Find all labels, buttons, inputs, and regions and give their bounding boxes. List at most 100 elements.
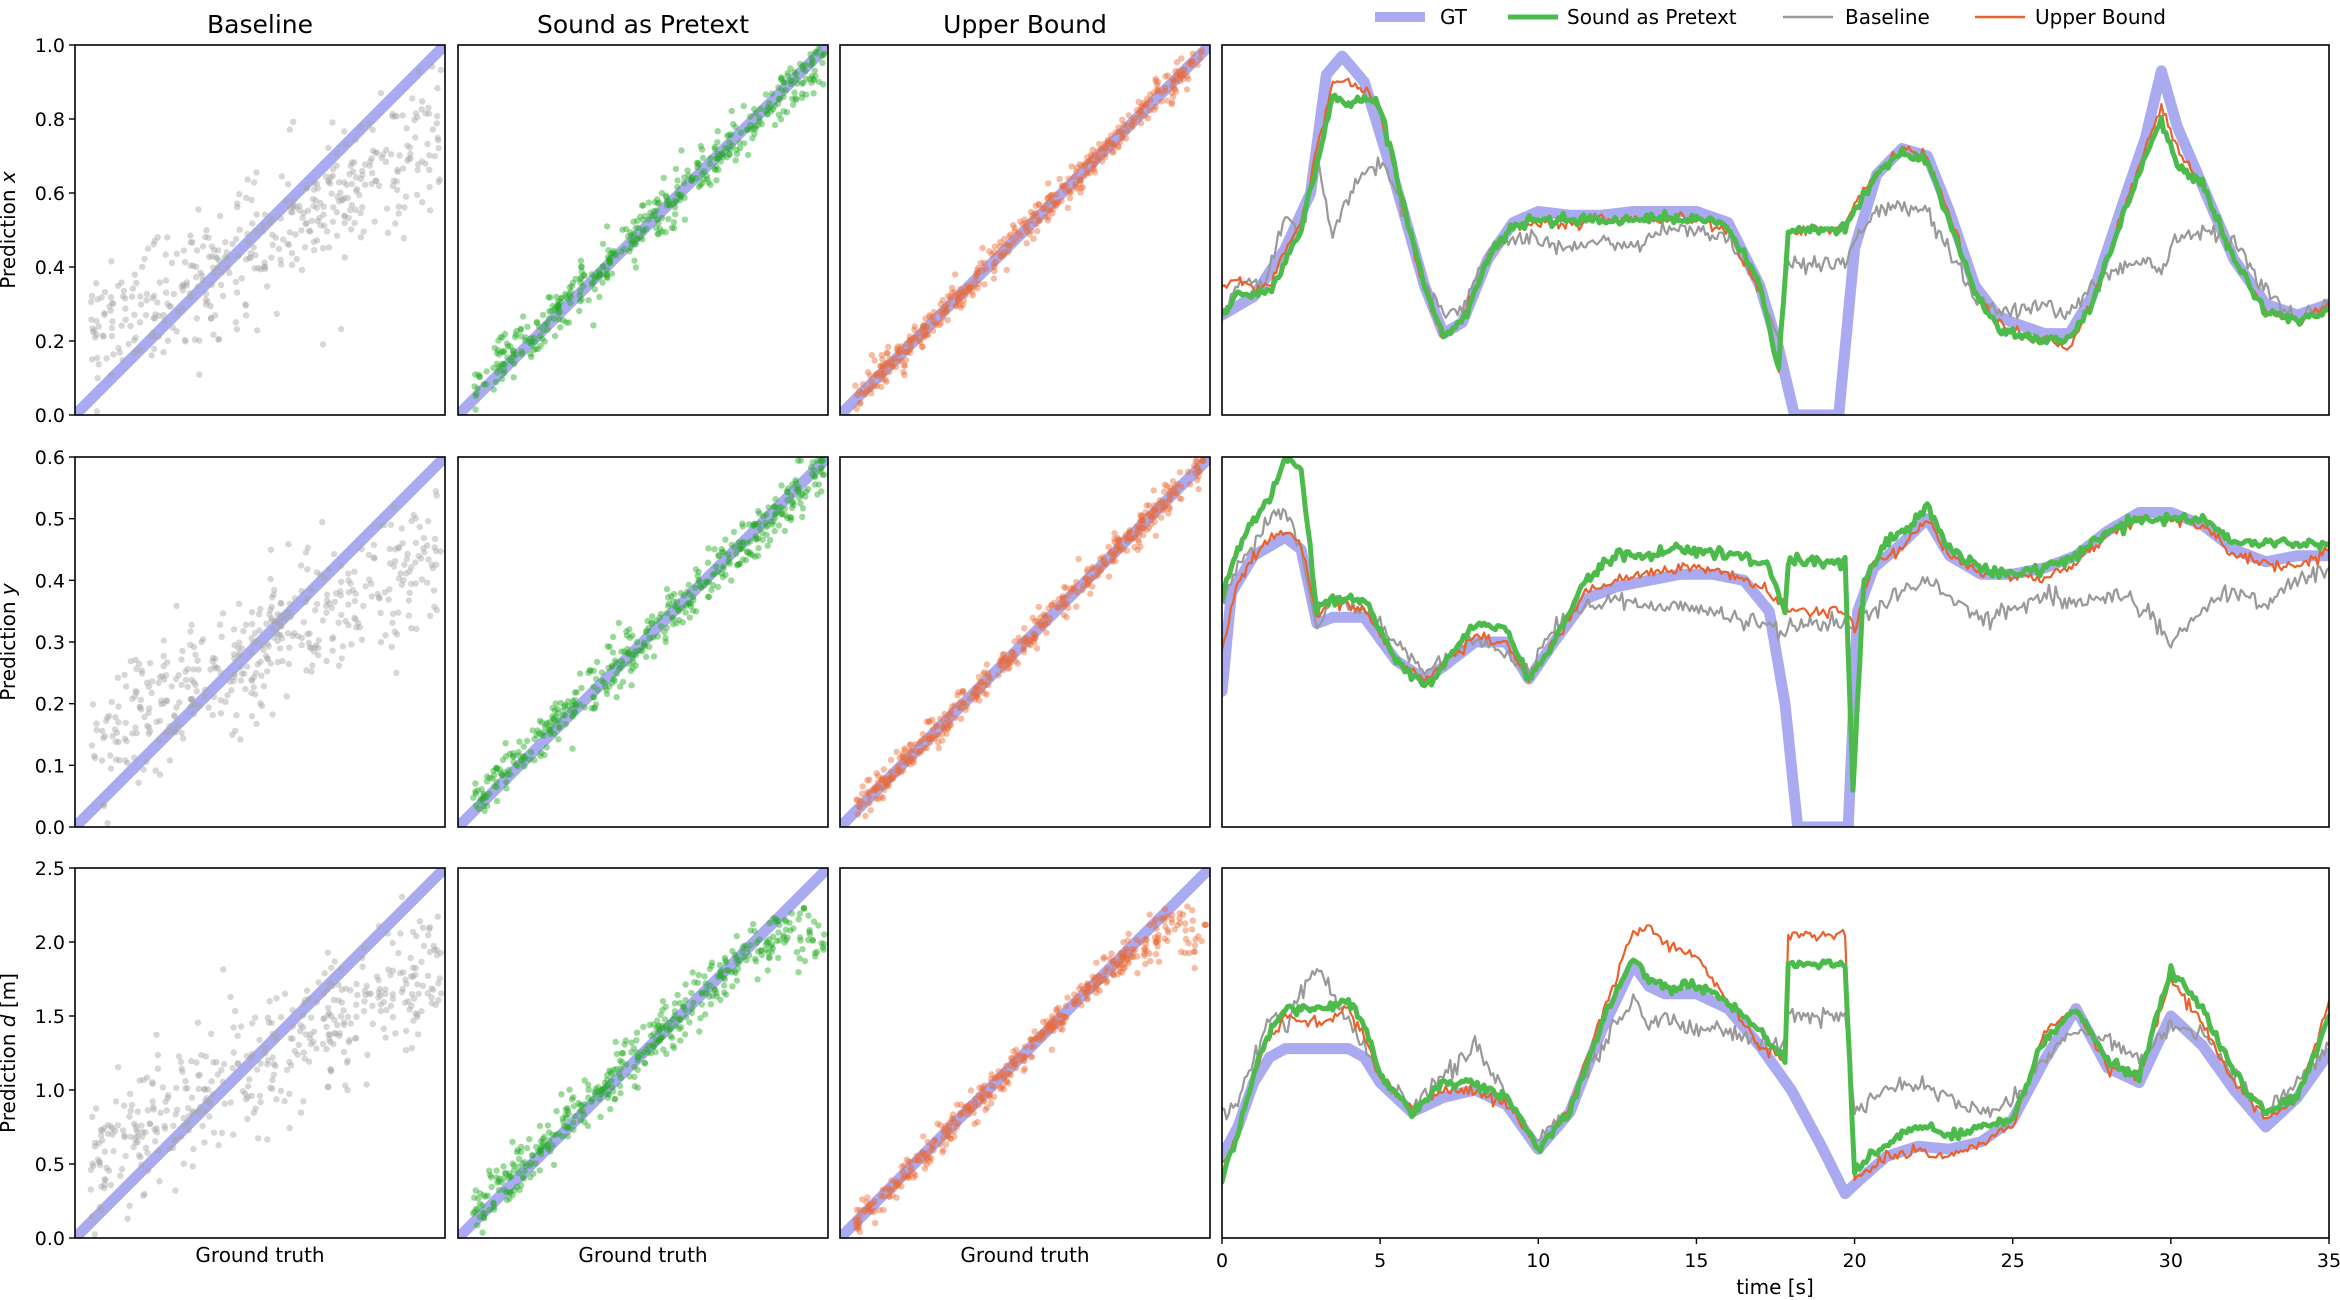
scatter-point [639,226,647,234]
scatter-point [585,297,592,304]
scatter-point [626,660,633,668]
scatter-point [336,1032,343,1040]
scatter-point [1039,1031,1047,1038]
scatter-point [572,1112,579,1120]
scatter-point [749,135,756,142]
scatter-point [1151,507,1158,514]
scatter-point [1110,149,1117,156]
scatter-point [709,992,716,999]
scatter-point [639,236,646,243]
scatter-point [340,1021,348,1028]
scatter-point [795,488,802,496]
scatter-point [949,1115,957,1123]
scatter-point [615,619,623,627]
scatter-point [183,282,190,289]
scatter-point [951,1119,958,1126]
x-tick-label: 10 [1526,1250,1550,1272]
scatter-point [911,326,918,333]
scatter-point [580,271,588,279]
scatter-point [811,473,818,480]
scatter-point [383,205,391,212]
scatter-point [747,941,754,949]
scatter-point [231,673,238,681]
scatter-point [275,631,282,638]
scatter-point [481,1210,488,1217]
scatter-point [789,95,796,102]
scatter-point [399,112,406,119]
scatter-point [578,263,585,270]
scatter-point [853,1220,860,1228]
scatter-point [230,1024,237,1031]
scatter-point [616,1082,624,1090]
scatter-point [1026,637,1034,644]
scatter-point [1081,162,1089,169]
scatter-point [1092,983,1100,990]
scatter-point [1180,75,1187,83]
scatter-point [699,154,707,162]
scatter-point [1124,957,1132,964]
scatter-point [323,228,331,235]
scatter-point [1027,1035,1034,1043]
scatter-point [277,1087,285,1095]
scatter-point [109,1125,116,1132]
scatter-point [187,239,195,246]
scatter-point [207,315,215,322]
scatter-point [360,228,367,235]
scatter-point [501,361,509,369]
scatter-point [979,1084,986,1091]
scatter-point [493,1167,500,1174]
scatter-point [883,360,890,367]
scatter-point [115,344,122,352]
scatter-point [552,700,559,707]
scatter-point [820,51,827,58]
scatter-point [793,948,801,956]
scatter-point [230,651,238,658]
scatter-point [604,274,611,282]
scatter-point [1176,72,1184,79]
scatter-point [392,557,399,565]
scatter-point [179,281,187,288]
scatter-point [812,72,819,80]
scatter-point [302,1031,309,1038]
scatter-point [1036,1036,1043,1044]
scatter-point [912,741,919,748]
scatter-point [581,1118,588,1126]
scatter-point [122,683,130,690]
scatter-point [946,712,953,719]
scatter-point [922,1150,929,1158]
scatter-point [139,263,146,270]
scatter-point [327,1066,334,1073]
scatter-point [863,1199,870,1206]
scatter-point [1162,498,1169,506]
scatter-point [637,234,644,241]
scatter-point [898,753,906,760]
series-line-baseline [1222,507,2329,676]
scatter-point [625,651,633,658]
scatter-point [1003,266,1010,274]
scatter-point [729,142,736,149]
scatter-point [231,1007,239,1015]
scatter-point [319,341,327,348]
scatter-point [900,1162,908,1169]
scatter-point [562,1106,569,1113]
scatter-point [798,94,806,102]
scatter-point [782,918,790,925]
scatter-point [267,575,274,583]
scatter-point [977,259,984,267]
scatter-point [877,363,885,370]
scatter-point [557,699,565,707]
scatter-point [499,756,507,764]
scatter-point [1119,969,1126,976]
scatter-point [808,464,815,471]
scatter-point [888,775,896,782]
scatter-point [1170,77,1178,85]
scatter-point [142,1129,149,1136]
scatter-point [741,942,748,949]
scatter-point [217,669,224,676]
scatter-point [522,334,529,341]
scatter-point [1128,535,1135,542]
scatter-point [277,599,284,606]
scatter-point [211,662,218,670]
series-line-sound-as-pretext [1222,957,2329,1185]
scatter-point [1091,161,1098,168]
